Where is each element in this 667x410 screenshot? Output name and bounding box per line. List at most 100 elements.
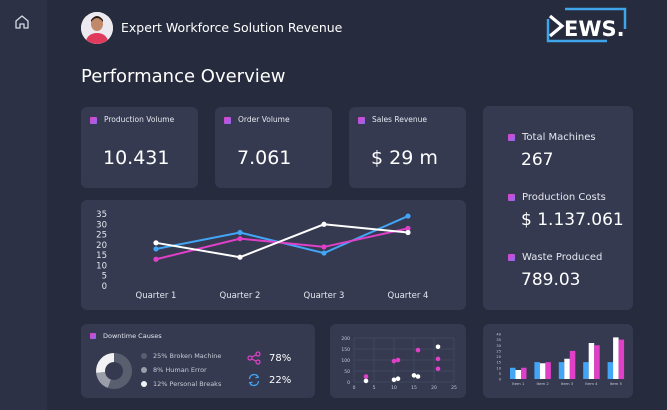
x-tick-label: 0	[353, 385, 356, 391]
bar	[569, 350, 576, 379]
series-line	[155, 215, 409, 255]
bar	[558, 362, 565, 379]
bar	[539, 363, 546, 379]
bar	[588, 343, 595, 379]
scatter-point	[395, 357, 401, 363]
bar	[515, 370, 521, 379]
bar	[534, 362, 540, 379]
logo-text: EWS.	[564, 17, 625, 41]
legend-square-icon	[508, 133, 515, 141]
kpi-label: Sales Revenue	[372, 115, 428, 124]
legend-square-icon	[90, 116, 97, 124]
x-tick-label: 5	[373, 385, 376, 391]
person-icon	[81, 12, 113, 44]
x-tick-label: Item 1	[512, 381, 525, 386]
legend-square-icon	[358, 116, 365, 124]
stat-value: $ 1.137.061	[521, 210, 624, 230]
avatar[interactable]	[81, 12, 113, 44]
x-tick-label: Item 3	[561, 381, 574, 386]
y-tick-label: 40	[496, 333, 501, 337]
bar	[545, 362, 551, 379]
scatter-point	[391, 377, 397, 383]
y-tick-label: 20	[496, 355, 501, 359]
kpi-value: 7.061	[237, 147, 292, 169]
data-point	[405, 213, 411, 219]
scatter-point	[363, 374, 369, 379]
data-point	[405, 225, 411, 231]
x-tick-label: Quarter 4	[388, 291, 429, 301]
bar	[607, 362, 614, 379]
x-tick-label: Item 2	[537, 381, 550, 386]
y-tick-label: 35	[496, 338, 501, 342]
series-line	[155, 227, 409, 261]
side-stats-card: Total Machines 267 Production Costs $ 1.…	[483, 106, 633, 310]
scatter-chart: 0 50 100 150 200 0 5 10 15 20 25	[341, 336, 457, 391]
stat-label: Production Costs	[522, 192, 606, 203]
data-point	[237, 236, 243, 242]
y-tick-label: 35	[96, 210, 107, 220]
bar	[613, 337, 619, 379]
line-chart-card: 0 5 10 15 20 25 30 35 Quarter 1 Quarter 2 Quarter …	[81, 200, 466, 310]
scatter-point	[435, 344, 441, 350]
x-tick-label: Item 4	[585, 381, 598, 386]
bar	[618, 339, 625, 379]
kpi-value: $ 29 m	[371, 147, 438, 169]
share-icon	[247, 351, 261, 365]
y-tick-label: 0	[347, 380, 350, 386]
legend-label: 8% Human Error	[153, 366, 207, 374]
refresh-icon	[248, 373, 260, 387]
data-point	[321, 221, 327, 227]
series-line	[155, 223, 409, 259]
scatter-point	[435, 356, 441, 362]
scatter-point	[363, 378, 369, 384]
stat-label: Waste Produced	[522, 252, 603, 263]
y-tick-label: 25	[496, 349, 501, 353]
y-tick-label: 100	[341, 358, 350, 364]
data-point	[153, 256, 159, 262]
kpi-card-order-volume: Order Volume 7.061	[215, 107, 332, 188]
x-tick-label: 25	[451, 385, 457, 391]
bar	[583, 362, 589, 379]
stat-label: Total Machines	[522, 132, 596, 143]
x-tick-label: Item 5	[610, 381, 623, 386]
legend-square-icon	[224, 116, 231, 124]
scatter-point	[395, 376, 401, 381]
legend-square-icon	[508, 193, 515, 201]
data-point	[237, 254, 243, 260]
downtime-title: Downtime Causes	[103, 332, 162, 340]
sidebar	[0, 0, 47, 410]
x-tick-label: Quarter 1	[136, 291, 177, 301]
legend-label: 12% Personal Breaks	[153, 380, 222, 388]
page-title: Performance Overview	[81, 66, 286, 87]
bar	[564, 358, 570, 379]
data-point	[405, 229, 411, 236]
y-tick-label: 30	[496, 344, 501, 348]
y-tick-label: 25	[96, 231, 107, 241]
donut-slice	[96, 371, 111, 388]
scatter-point	[411, 373, 417, 378]
legend-square-icon	[90, 333, 96, 339]
y-tick-label: 5	[102, 272, 107, 282]
legend-dot	[141, 367, 147, 373]
home-icon[interactable]	[14, 14, 30, 30]
donut-chart	[96, 353, 132, 389]
scatter-point	[391, 358, 397, 364]
legend-square-icon	[508, 253, 515, 261]
app-title: Expert Workforce Solution Revenue	[121, 20, 343, 35]
stat-value: 267	[521, 150, 554, 170]
y-tick-label: 150	[341, 347, 350, 353]
y-tick-label: 15	[96, 251, 107, 261]
data-point	[153, 246, 159, 252]
scatter-point	[415, 347, 421, 353]
share-stat: 78%	[269, 353, 292, 364]
scatter-point	[415, 374, 421, 379]
kpi-value: 10.431	[103, 147, 170, 169]
legend-label: 25% Broken Machine	[153, 352, 222, 360]
x-tick-label: 15	[411, 385, 417, 391]
y-tick-label: 30	[96, 220, 107, 230]
bar	[521, 367, 527, 379]
kpi-label: Production Volume	[104, 115, 175, 124]
y-tick-label: 0	[102, 282, 107, 292]
y-tick-label: 50	[344, 369, 350, 375]
